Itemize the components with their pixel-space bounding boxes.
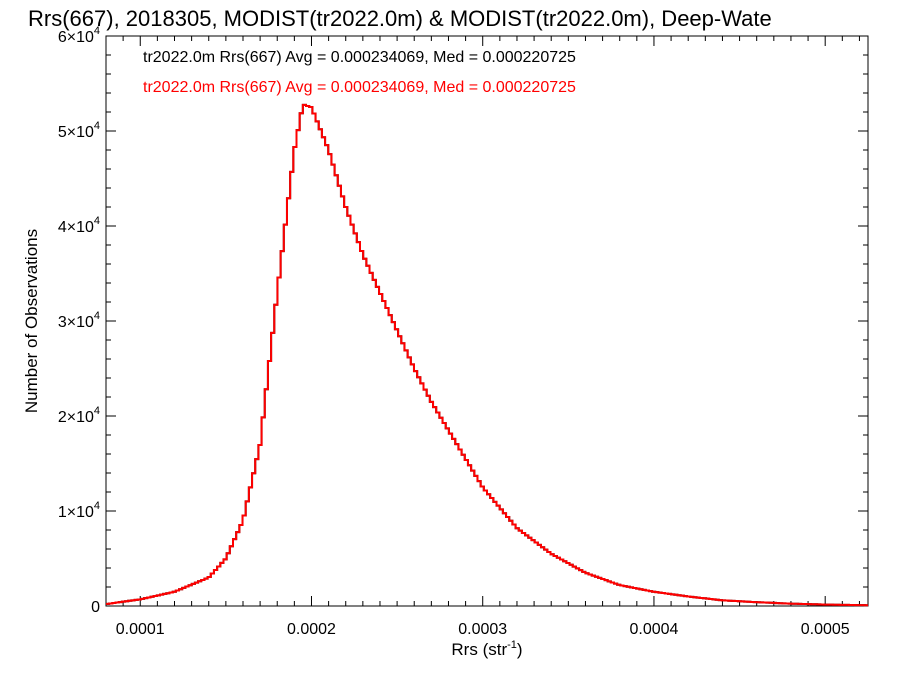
x-tick-label: 0.0004 — [629, 621, 678, 638]
plot-frame — [105, 35, 869, 607]
legend-entry-black: tr2022.0m Rrs(667) Avg = 0.000234069, Me… — [143, 49, 576, 66]
chart-title: Rrs(667), 2018305, MODIST(tr2022.0m) & M… — [28, 6, 772, 31]
x-tick-label: 0.0005 — [801, 621, 850, 638]
legend-entry-red: tr2022.0m Rrs(667) Avg = 0.000234069, Me… — [143, 79, 576, 96]
y-tick-label: 5×104 — [58, 120, 100, 141]
y-tick-label: 4×104 — [58, 215, 100, 236]
x-axis-label-close: ) — [517, 640, 523, 659]
x-tick-label: 0.0002 — [287, 621, 336, 638]
y-axis-ticks: 0 1×104 2×104 3×104 4×104 5×104 6×104 — [58, 25, 868, 616]
plot-axes — [105, 35, 869, 607]
x-axis-label-text: Rrs (str — [451, 640, 507, 659]
y-tick-label: 2×104 — [58, 405, 100, 426]
x-axis-ticks: 0.0001 0.0002 0.0003 0.0004 0.0005 — [105, 36, 860, 638]
y-tick-label: 1×104 — [58, 500, 100, 521]
y-tick-label: 0 — [91, 599, 100, 616]
series-line-black — [106, 103, 868, 607]
series-line-red — [106, 103, 868, 607]
y-tick-label: 6×104 — [58, 25, 100, 46]
series-layer — [106, 103, 868, 607]
y-tick-label: 3×104 — [58, 310, 100, 331]
x-tick-label: 0.0001 — [116, 621, 165, 638]
x-tick-label: 0.0003 — [458, 621, 507, 638]
x-axis-label: Rrs (str-1) — [451, 639, 522, 659]
y-axis-label: Number of Observations — [22, 229, 41, 413]
x-axis-label-exponent: -1 — [507, 639, 517, 651]
